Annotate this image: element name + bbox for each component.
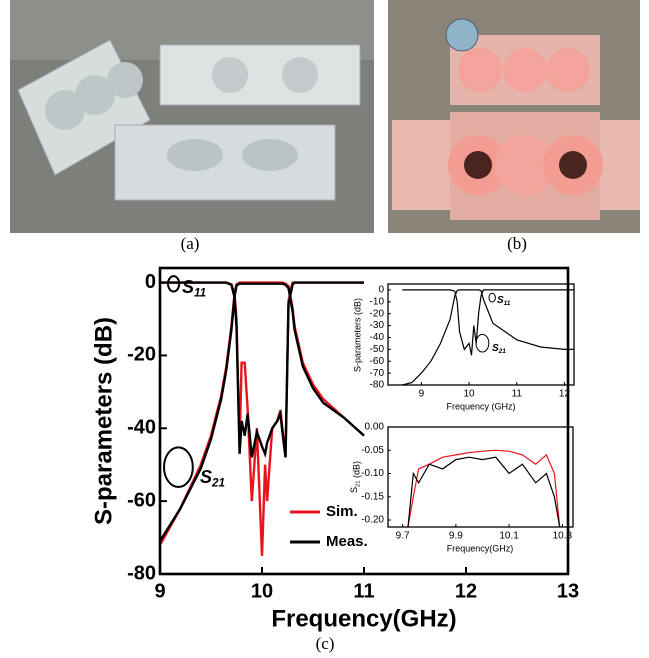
x-tick-label: 12 (559, 389, 571, 400)
y-tick-label: -60 (370, 356, 385, 367)
y-tick-label: -70 (370, 368, 385, 379)
y-tick-label: -40 (370, 332, 385, 343)
plot-frame (158, 266, 570, 576)
x-axis-label: Frequency (GHz) (446, 401, 515, 411)
x-tick-label: 9 (419, 389, 425, 400)
series-line (402, 289, 574, 356)
legend-label: Sim. (326, 503, 358, 520)
label-part: S (182, 277, 194, 297)
plot-frame (387, 426, 574, 528)
label-part: S (349, 487, 359, 493)
x-tick-label: 10 (251, 580, 273, 602)
label-part: 11 (194, 286, 206, 299)
y-tick-label: -0.20 (361, 515, 384, 526)
label-part: 21 (211, 476, 225, 489)
y-tick-label: -60 (127, 489, 156, 511)
y-tick-label: 0 (145, 271, 156, 293)
label-part: S (492, 343, 499, 354)
y-tick-label: -80 (127, 562, 156, 584)
series-line (160, 281, 364, 458)
series-line (407, 449, 561, 527)
y-tick-label: -80 (370, 380, 385, 391)
series-line (160, 282, 365, 542)
x-tick-label: 9 (154, 580, 165, 602)
y-tick-label: -30 (370, 320, 385, 331)
annotation-ring (163, 446, 194, 489)
x-axis-label: Frequency(GHz) (271, 605, 456, 632)
plot-frame (387, 283, 575, 386)
annotation: S11 (497, 295, 511, 307)
label-part: S (497, 295, 504, 306)
label-part: (dB) (352, 461, 362, 481)
photo-a (10, 0, 374, 233)
y-tick-label: -10 (370, 296, 385, 307)
label-part: 21 (355, 480, 361, 487)
label-part: S (200, 467, 212, 487)
y-axis-label: S21 (dB) (349, 461, 362, 493)
y-tick-label: -0.15 (361, 491, 384, 502)
annotation: S21 (492, 343, 506, 355)
y-axis-label: S-parameters (dB) (90, 317, 117, 525)
x-axis-label: Frequency(GHz) (447, 543, 514, 553)
series-line (402, 289, 574, 385)
x-tick-label: 10.1 (499, 531, 519, 542)
annotation-ring (488, 292, 496, 303)
x-tick-label: 9.9 (449, 531, 463, 542)
y-tick-label: -20 (370, 308, 385, 319)
label-part: 11 (504, 300, 511, 307)
y-tick-label: -0.10 (361, 468, 384, 479)
x-tick-label: 10 (464, 389, 476, 400)
y-axis-label: S-parameters (dB) (352, 298, 362, 372)
x-tick-label: 12 (455, 580, 477, 602)
x-tick-label: 11 (512, 389, 523, 400)
y-tick-label: 0 (378, 285, 384, 296)
annotation-ring (475, 333, 490, 353)
annotation-ring (167, 275, 181, 293)
annotation: S11 (182, 277, 206, 300)
y-tick-label: -40 (127, 417, 156, 439)
caption: (c) (316, 634, 335, 653)
x-tick-label: 10.3 (553, 531, 573, 542)
y-tick-label: -0.05 (361, 445, 384, 456)
label-part: 21 (498, 348, 507, 355)
x-tick-label: 9.7 (396, 531, 410, 542)
y-tick-label: -50 (370, 344, 385, 355)
series-line (407, 456, 561, 527)
legend-label: Meas. (326, 533, 368, 550)
annotation: S21 (200, 467, 225, 490)
x-tick-label: 11 (353, 580, 374, 602)
y-tick-label: 0.00 (365, 422, 385, 433)
x-tick-label: 13 (557, 580, 579, 602)
caption: (a) (181, 234, 200, 253)
photo-b (388, 0, 640, 233)
y-tick-label: -20 (127, 344, 156, 366)
caption: (b) (507, 234, 527, 253)
